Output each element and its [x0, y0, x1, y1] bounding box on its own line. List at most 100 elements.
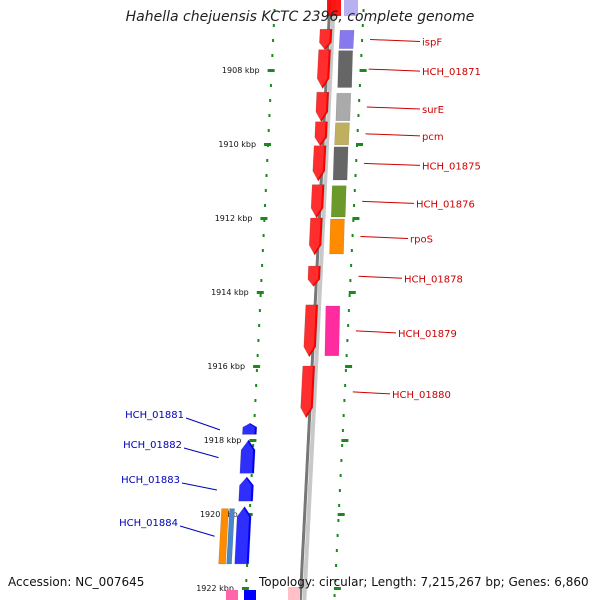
outer-ruler-dot [335, 564, 338, 567]
ruler-tick-mark [256, 291, 264, 294]
ruler-dot [259, 294, 262, 297]
outer-ruler-tick [348, 291, 356, 294]
forward-gene-arrow-body [316, 49, 332, 90]
forward-gene-arrow-body [307, 265, 321, 287]
ruler-dot [268, 114, 271, 117]
gene-label: HCH_01876 [416, 199, 475, 210]
ruler-dot [257, 339, 260, 342]
ruler-tick-label: 1912 kbp [215, 214, 253, 223]
ruler-dot [255, 384, 258, 387]
ruler-tick-label: 1910 kbp [218, 140, 256, 149]
outer-ruler-dot [351, 234, 354, 237]
gene-label: HCH_01875 [422, 161, 481, 172]
ruler-dot [258, 324, 261, 327]
gene-label: HCH_01880 [392, 390, 451, 401]
partial-forward-gene [288, 587, 300, 600]
accession-text: Accession: NC_007645 [8, 575, 145, 589]
ruler-dot [262, 234, 265, 237]
outer-ruler-dot [347, 324, 350, 327]
forward-gene-arrow-body [303, 304, 319, 358]
ruler-dot [254, 399, 257, 402]
outer-ruler-dot [356, 129, 359, 132]
outer-ruler-dot [345, 354, 348, 357]
ruler-tick-label: 1920 kbp [200, 510, 238, 519]
partial-cog-block [344, 0, 358, 16]
outer-ruler-dot [344, 384, 347, 387]
forward-gene-arrow-highlight [317, 29, 331, 50]
forward-gene-arrow [315, 49, 332, 90]
gene-label: HCH_01871 [422, 67, 481, 78]
forward-gene-arrow [307, 217, 323, 256]
reverse-gene-arrow-highlight [240, 423, 255, 435]
outer-ruler-dot [341, 429, 344, 432]
ruler-dot [271, 54, 274, 57]
forward-gene-arrow-highlight [315, 49, 329, 89]
gene-label-layer: ispF HCH_01871 surE pcm HCH_01875 HCH_01876rp… [119, 37, 481, 537]
outer-ruler-dot [348, 294, 351, 297]
outer-ruler-dot [350, 249, 353, 252]
forward-gene-arrow [312, 121, 328, 147]
forward-gene-arrow-body [319, 28, 333, 51]
ruler-dot [246, 564, 249, 567]
ruler-dot [255, 369, 258, 372]
forward-gene-arrow [301, 304, 319, 358]
forward-gene-arrow-body [315, 91, 330, 123]
reverse-gene-arrow-body [234, 506, 252, 565]
gene-leader-line [362, 200, 415, 204]
forward-gene-arrow [298, 365, 316, 419]
ruler-dot [273, 9, 276, 12]
outer-ruler-dot [346, 339, 349, 342]
outer-ruler-dot [361, 39, 364, 42]
outer-ruler-dot [352, 219, 355, 222]
ruler-tick-mark [267, 69, 275, 72]
outer-ruler-dot [340, 459, 343, 462]
forward-gene-arrow [317, 28, 333, 51]
ruler-dot [260, 279, 263, 282]
ruler-tick-label: 1914 kbp [211, 288, 249, 297]
outer-ruler-tick [341, 439, 349, 442]
outer-ruler-dot [347, 309, 350, 312]
gene-leader-line [352, 391, 391, 395]
gene-label: HCH_01884 [119, 518, 178, 529]
cog-color-block [226, 508, 235, 565]
ruler-dot [261, 249, 264, 252]
outer-ruler-dot [362, 9, 365, 12]
ruler-dot [249, 504, 252, 507]
ruler-tick-label: 1908 kbp [222, 66, 260, 75]
gene-leader-line [183, 447, 219, 459]
ruler-tick-mark [260, 217, 268, 220]
map-title: Hahella chejuensis KCTC 2396, complete g… [125, 9, 475, 25]
cog-color-block [324, 305, 341, 356]
partial-reverse-gene [226, 590, 238, 600]
gene-label: HCH_01883 [121, 475, 180, 486]
gene-label: HCH_01878 [404, 274, 463, 285]
forward-gene-arrow-body [308, 217, 323, 256]
reverse-gene-arrow-body [238, 476, 254, 502]
forward-gene-arrow [313, 91, 330, 123]
cog-color-block [330, 185, 347, 218]
outer-ruler-dot [337, 519, 340, 522]
gene-label: ispF [422, 37, 442, 48]
ruler-dot [264, 204, 267, 207]
forward-gene-arrow [310, 145, 327, 182]
gene-label: rpoS [410, 235, 433, 246]
gene-layer [218, 0, 358, 600]
outer-ruler-tick [333, 587, 341, 590]
gene-leader-line [365, 133, 421, 137]
outer-ruler-dot [353, 189, 356, 192]
ruler-tick-label: 1918 kbp [204, 436, 242, 445]
outer-ruler-tick [359, 69, 367, 72]
ruler-dot [272, 39, 275, 42]
outer-ruler-dot [339, 474, 342, 477]
ruler-dot [253, 414, 256, 417]
reverse-gene-arrow-highlight [237, 440, 254, 474]
gene-leader-line [179, 525, 215, 537]
forward-gene-arrow [309, 184, 325, 219]
ruler-dot [250, 474, 253, 477]
outer-ruler-dot [353, 204, 356, 207]
ruler-dot [267, 129, 270, 132]
gene-leader-line [368, 68, 421, 72]
forward-gene-arrow-highlight [313, 92, 327, 122]
